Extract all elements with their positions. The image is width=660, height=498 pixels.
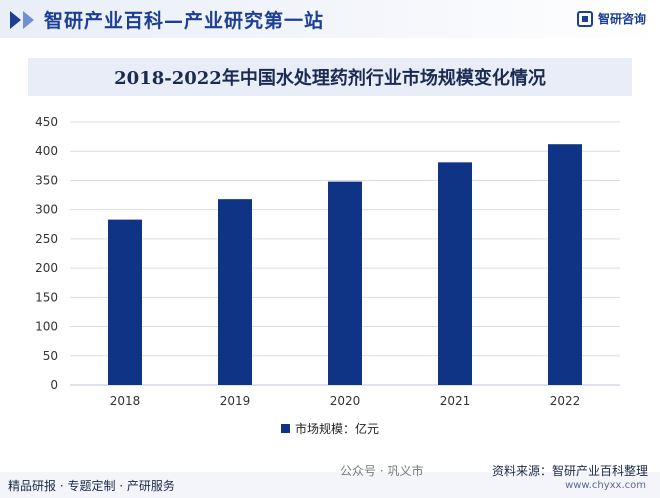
bar: [548, 144, 582, 385]
y-tick-label: 450: [35, 115, 58, 129]
y-tick-label: 350: [35, 173, 58, 187]
x-tick-label: 2018: [110, 394, 141, 408]
brand-logo-icon: [576, 10, 593, 27]
footer-tagline: 精品研报 · 专题定制 · 产研服务: [8, 479, 175, 493]
y-tick-label: 400: [35, 144, 58, 158]
x-tick-label: 2022: [550, 394, 581, 408]
bar: [108, 219, 142, 385]
header-bar: 智研产业百科—产业研究第一站 智研咨询: [0, 0, 660, 38]
x-tick-label: 2021: [440, 394, 471, 408]
chevron-right-icon: [10, 10, 21, 29]
legend-label: 市场规模：亿元: [294, 422, 379, 436]
chart-title-bar: 2018-2022年中国水处理药剂行业市场规模变化情况: [28, 58, 632, 96]
brand[interactable]: 智研咨询: [576, 10, 646, 27]
chart-title: 2018-2022年中国水处理药剂行业市场规模变化情况: [114, 68, 546, 89]
y-tick-label: 150: [35, 290, 58, 304]
footer-url: www.chyxx.com: [565, 480, 646, 491]
brand-name: 智研咨询: [597, 12, 646, 26]
y-tick-label: 300: [35, 203, 58, 217]
legend: 市场规模：亿元: [0, 420, 660, 437]
bar: [438, 162, 472, 385]
source-note: 资料来源：智研产业百科整理: [491, 464, 648, 478]
wechat-watermark: 公众号 · 巩义市: [340, 464, 424, 478]
x-tick-label: 2020: [330, 394, 361, 408]
chevron-right-icon: [23, 10, 34, 29]
site-title: 智研产业百科—产业研究第一站: [44, 10, 325, 32]
header-left: 智研产业百科—产业研究第一站: [10, 6, 324, 33]
y-tick-label: 250: [35, 232, 58, 246]
y-tick-label: 100: [35, 320, 58, 334]
footer-bar: [0, 472, 660, 498]
y-tick-label: 0: [50, 378, 58, 392]
y-tick-label: 200: [35, 261, 58, 275]
legend-swatch: [280, 424, 290, 433]
bar: [218, 199, 252, 385]
x-tick-label: 2019: [220, 394, 251, 408]
chevron-icon: [10, 10, 36, 29]
y-tick-label: 50: [43, 349, 58, 363]
bar: [328, 181, 362, 385]
